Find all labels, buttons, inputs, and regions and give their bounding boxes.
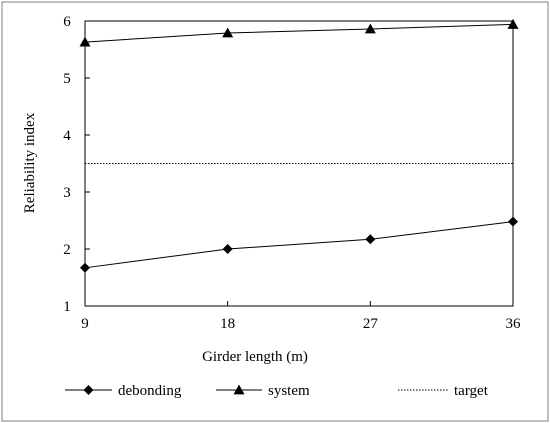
- legend-item-system: system: [216, 383, 310, 399]
- x-tick-label: 9: [81, 316, 89, 332]
- x-axis-title: Girder length (m): [202, 349, 308, 365]
- legend-item-debonding: debonding: [65, 383, 182, 399]
- y-tick-label: 2: [63, 242, 71, 258]
- y-tick-label: 6: [63, 14, 71, 30]
- y-tick-label: 3: [63, 185, 71, 201]
- legend: debonding system target: [65, 383, 489, 399]
- debonding-point: [508, 216, 518, 227]
- system-point: [222, 27, 234, 38]
- legend-marker: [83, 385, 94, 395]
- y-axis-title: Reliability index: [22, 112, 38, 213]
- y-axis: 1 2 3 4 5 6: [63, 14, 90, 315]
- debonding-point: [365, 234, 376, 245]
- series-layer: [79, 18, 519, 273]
- x-axis: 9 18 27 36: [81, 301, 521, 332]
- debonding-point: [80, 262, 90, 273]
- system-point: [79, 36, 91, 47]
- system-point: [507, 18, 519, 29]
- series-system: [79, 18, 519, 47]
- x-tick-label: 36: [506, 316, 522, 332]
- system-line: [84, 23, 514, 43]
- legend-item-target: target: [398, 383, 489, 399]
- y-tick-label: 5: [63, 71, 71, 87]
- legend-label: debonding: [118, 383, 182, 399]
- y-tick-label: 4: [63, 128, 71, 144]
- legend-marker: [233, 384, 245, 395]
- debonding-line: [84, 221, 514, 269]
- debonding-point: [222, 244, 233, 254]
- x-tick-label: 18: [220, 316, 235, 332]
- x-tick-label: 27: [363, 316, 379, 332]
- legend-label: system: [268, 383, 310, 399]
- legend-label: target: [454, 383, 489, 399]
- y-tick-label: 1: [63, 299, 71, 315]
- series-debonding: [80, 216, 518, 273]
- system-point: [364, 23, 376, 34]
